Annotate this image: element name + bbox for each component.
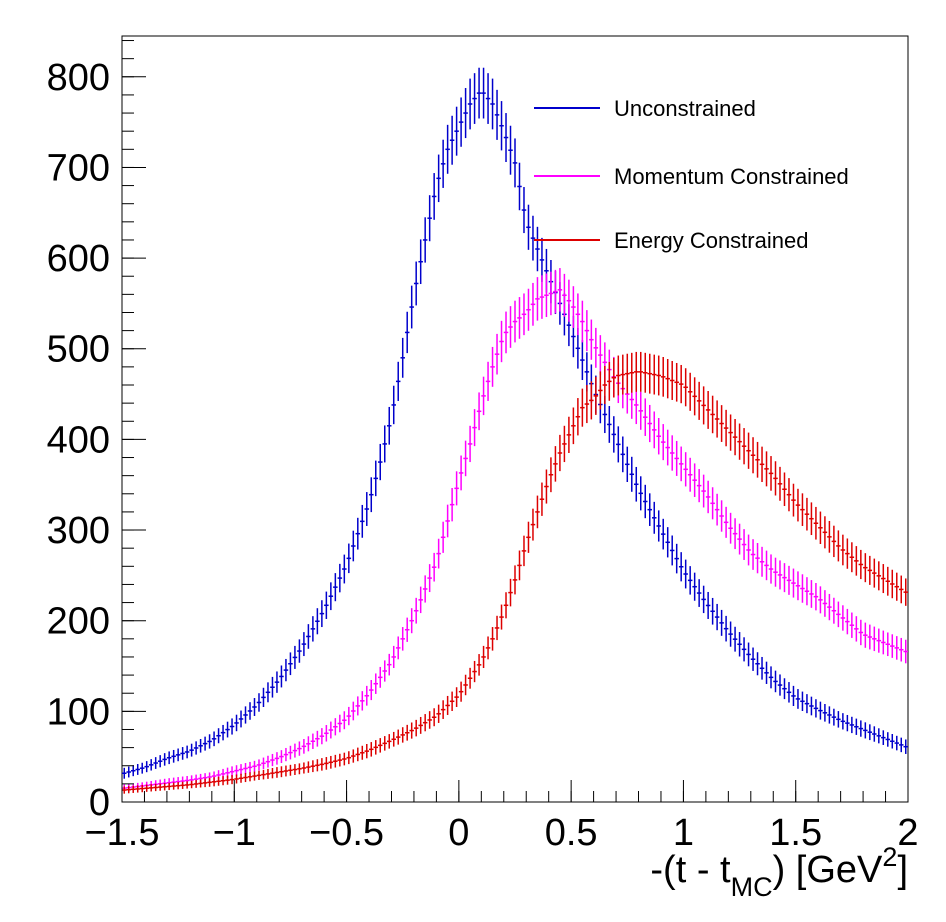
x-tick-label: −0.5	[309, 812, 384, 854]
y-tick-label: 200	[47, 601, 110, 643]
y-tick-label: 700	[47, 147, 110, 189]
series-momentum-constrained	[122, 268, 908, 792]
x-tick-label: 1	[673, 812, 694, 854]
x-axis-title: -(t - tMC) [GeV2]	[650, 842, 908, 902]
x-tick-label: 0.5	[545, 812, 598, 854]
plot-frame	[121, 35, 909, 803]
legend: Unconstrained Momentum Constrained Energy …	[534, 96, 849, 253]
y-tick-label: 100	[47, 691, 110, 733]
y-tick-label: 500	[47, 329, 110, 371]
x-tick-label: 2	[897, 812, 918, 854]
y-tick-label: 800	[47, 57, 110, 99]
legend-label: Energy Constrained	[614, 228, 808, 253]
axis-ticks: −1.5 −1 −0.5 0 0.5 1 1.5 2 0 100 200 300 400 500 600 70…	[47, 40, 919, 854]
y-tick-label: 300	[47, 510, 110, 552]
y-tick-label: 0	[89, 782, 110, 824]
y-tick-label: 400	[47, 419, 110, 461]
series-unconstrained	[122, 67, 908, 779]
legend-label: Momentum Constrained	[614, 164, 849, 189]
plot-area	[121, 35, 909, 803]
y-tick-label: 600	[47, 238, 110, 280]
x-tick-label: −1	[213, 812, 256, 854]
legend-label: Unconstrained	[614, 96, 756, 121]
x-tick-label: 0	[448, 812, 469, 854]
x-tick-label: 1.5	[769, 812, 822, 854]
x-tick-label: −1.5	[84, 812, 159, 854]
data-points	[122, 67, 908, 794]
series-energy-constrained	[122, 351, 908, 794]
